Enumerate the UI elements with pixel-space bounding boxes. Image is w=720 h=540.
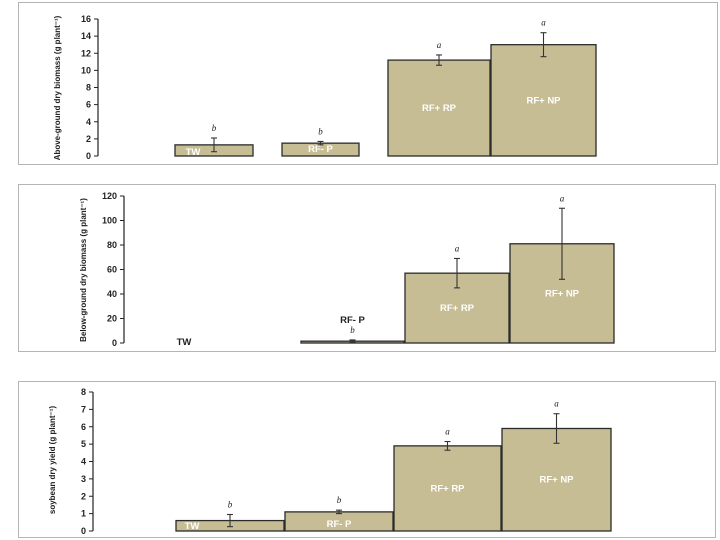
category-label: TW (177, 337, 192, 348)
chart-panel-above-ground: 0 2 4 6 8 10 12 14 16 Above-ground dry biomass (g… (18, 2, 718, 165)
significance-letter: b (318, 126, 323, 136)
bar-2 (393, 445, 502, 532)
y-tick-label: 2 (86, 134, 91, 144)
y-tick-label: 14 (81, 31, 91, 41)
y-tick-label: 0 (112, 338, 117, 348)
y-tick-label: 6 (81, 422, 86, 432)
y-tick-label: 10 (81, 65, 91, 75)
category-label: RF+ NP (539, 475, 574, 486)
significance-letter: a (541, 18, 546, 28)
y-tick-label: 80 (107, 240, 117, 250)
y-tick-label: 5 (81, 439, 86, 449)
significance-letter: a (554, 399, 559, 409)
category-label: RF+ RP (440, 303, 475, 314)
y-tick-label: 8 (81, 387, 86, 397)
y-tick-label: 12 (81, 48, 91, 58)
y-tick-label: 2 (81, 491, 86, 501)
category-label: RF+ NP (526, 95, 561, 106)
y-tick-label: 1 (81, 509, 86, 519)
category-label: RF- P (327, 519, 352, 530)
category-label: RF+ NP (545, 288, 580, 299)
chart-svg-above-ground: 0 2 4 6 8 10 12 14 16 Above-ground dry biomass (g… (53, 14, 597, 161)
y-tick-label: 100 (102, 216, 117, 226)
y-tick-label: 16 (81, 14, 91, 24)
significance-letter: a (560, 193, 565, 203)
category-label: TW (186, 147, 201, 158)
y-axis-title: Above-ground dry biomass (g plant⁻¹) (53, 15, 62, 160)
y-tick-label: 7 (81, 404, 86, 414)
y-tick-label: 120 (102, 191, 117, 201)
y-tick-label: 8 (86, 83, 91, 93)
y-tick-label: 60 (107, 265, 117, 275)
y-tick-label: 4 (86, 117, 91, 127)
bar-3 (501, 427, 612, 532)
y-tick-label: 20 (107, 314, 117, 324)
significance-letter: b (350, 325, 355, 335)
y-axis-title: Below-ground dry biomass (g plant⁻¹) (79, 198, 88, 342)
significance-letter: a (445, 427, 450, 437)
category-label: RF- P (308, 144, 333, 155)
significance-letter: b (212, 123, 217, 133)
y-tick-label: 40 (107, 289, 117, 299)
y-tick-label: 6 (86, 100, 91, 110)
significance-letter: b (228, 499, 233, 509)
category-label: RF- P (340, 315, 365, 326)
y-tick-label: 3 (81, 474, 86, 484)
chart-svg-below-ground: 0 20 40 60 80 100 120 Below-ground dry biomass … (79, 191, 615, 348)
chart-panel-soybean-yield: 0 1 2 3 4 5 6 7 8 soybean dry yield (g plant⁻¹) b T… (18, 381, 716, 538)
y-tick-label: 4 (81, 457, 86, 467)
category-label: TW (185, 521, 200, 532)
bar-3 (490, 44, 597, 157)
y-axis-title: soybean dry yield (g plant⁻¹) (48, 406, 57, 515)
significance-letter: b (337, 495, 342, 505)
chart-panel-below-ground: 0 20 40 60 80 100 120 Below-ground dry biomass … (18, 184, 716, 352)
category-label: RF+ RP (422, 103, 457, 114)
significance-letter: a (437, 40, 442, 50)
y-tick-label: 0 (81, 526, 86, 536)
category-label: RF+ RP (430, 483, 465, 494)
significance-letter: a (455, 243, 460, 253)
y-tick-label: 0 (86, 151, 91, 161)
chart-svg-soybean-yield: 0 1 2 3 4 5 6 7 8 soybean dry yield (g plant⁻¹) b T… (48, 387, 612, 536)
